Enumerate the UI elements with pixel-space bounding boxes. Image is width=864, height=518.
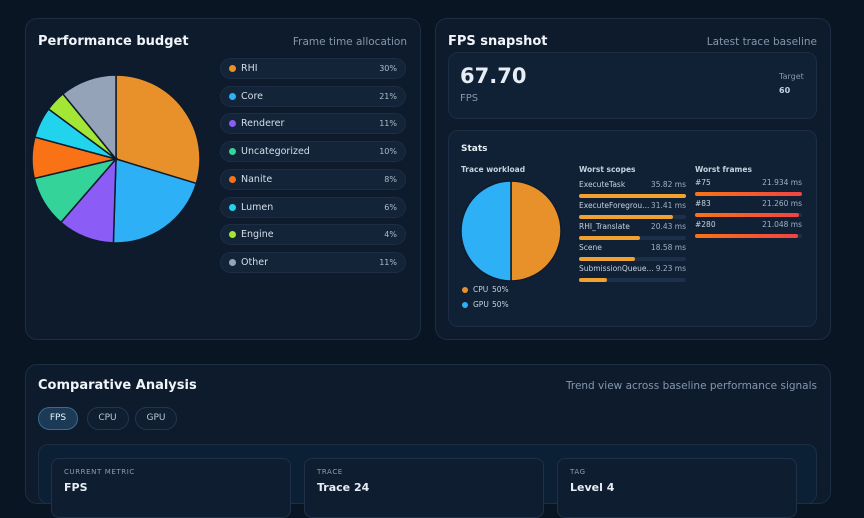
item-value: 9.23 ms	[655, 264, 686, 273]
pie-chart	[460, 180, 562, 282]
pie-chart	[31, 74, 201, 244]
bar	[695, 213, 799, 217]
bar	[579, 215, 673, 219]
bar-track	[579, 278, 686, 282]
card-value: FPS	[64, 481, 88, 494]
metric-card: TAG Level 4	[557, 458, 797, 518]
item-value: 31.41 ms	[650, 201, 686, 210]
bar	[695, 192, 802, 196]
legend-label: Uncategorized	[241, 146, 310, 158]
target-value: 60	[779, 86, 791, 95]
card-value: Level 4	[570, 481, 615, 494]
legend-value: 10%	[379, 147, 397, 157]
pie-slice	[112, 157, 198, 244]
legend-value: 6%	[384, 202, 397, 212]
card-label: TRACE	[317, 468, 343, 476]
item-name: Scene	[579, 243, 602, 252]
pie-slice	[115, 74, 201, 185]
tab[interactable]: CPU	[86, 407, 129, 430]
panel-subtitle: Trend view across baseline performance s…	[565, 380, 817, 392]
item-name: ExecuteTask	[579, 180, 626, 189]
legend-label: Nanite	[241, 173, 273, 185]
fps-box	[448, 52, 817, 119]
item-value: 21.260 ms	[762, 199, 802, 208]
legend-value: 50%	[492, 285, 509, 294]
legend-item: Lumen 6%	[220, 196, 406, 218]
panel-title: Comparative Analysis	[38, 378, 197, 393]
card-label: CURRENT METRIC	[64, 468, 135, 476]
workload-title: Trace workload	[461, 165, 526, 174]
legend-value: 11%	[379, 119, 397, 129]
legend-label: Lumen	[241, 201, 274, 213]
target-label: Target	[779, 72, 804, 81]
item-name: RHI_Translate	[579, 222, 630, 231]
legend-item: Uncategorized 10%	[220, 141, 406, 163]
legend-value: 8%	[384, 174, 397, 184]
legend-label: RHI	[241, 63, 258, 74]
bar	[579, 194, 686, 198]
metric-card: TRACE Trace 24	[304, 458, 544, 518]
card-label: TAG	[570, 468, 586, 476]
pie-slice	[510, 180, 562, 282]
legend-label: GPU	[473, 300, 489, 309]
tab[interactable]: GPU	[135, 407, 177, 430]
item-value: 21.048 ms	[762, 220, 802, 229]
stats-title: Stats	[461, 144, 488, 154]
legend-value: 21%	[379, 91, 397, 101]
legend-value: 50%	[492, 300, 509, 309]
bar	[579, 278, 607, 282]
legend-item: Nanite 8%	[220, 168, 406, 190]
legend-value: 11%	[379, 257, 397, 267]
item-value: 35.82 ms	[650, 180, 686, 189]
item-name: #280	[695, 220, 716, 229]
legend-swatch	[229, 148, 236, 156]
list-title: Worst scopes	[579, 165, 636, 174]
bar	[695, 234, 798, 238]
legend-swatch	[229, 65, 236, 72]
legend-swatch	[229, 175, 236, 183]
legend-label: CPU	[473, 285, 489, 294]
pie-slice	[61, 74, 117, 162]
item-value: 21.934 ms	[762, 178, 802, 187]
panel-subtitle: Latest trace baseline	[706, 36, 817, 48]
panel-subtitle: Frame time allocation	[292, 36, 407, 48]
legend-item: RHI 30%	[220, 58, 406, 79]
item-value: 20.43 ms	[650, 222, 686, 231]
legend-swatch	[462, 302, 468, 308]
fps-value: 67.70	[460, 64, 527, 88]
legend-label: Other	[241, 256, 268, 268]
item-value: 18.58 ms	[650, 243, 686, 252]
legend-item: Other 11%	[220, 251, 406, 273]
legend-value: 4%	[384, 230, 397, 240]
panel-title: FPS snapshot	[448, 34, 548, 49]
bar	[579, 236, 641, 240]
item-name: SubmissionQueue...	[579, 264, 654, 273]
tab[interactable]: FPS	[38, 407, 78, 430]
legend-swatch	[229, 231, 236, 239]
legend-item: Core 21%	[220, 85, 406, 107]
legend-value: 30%	[379, 64, 397, 73]
legend-swatch	[229, 203, 236, 211]
item-name: ExecuteForegrou...	[579, 201, 650, 210]
metric-card: CURRENT METRIC FPS	[51, 458, 291, 518]
legend-label: Renderer	[241, 118, 285, 130]
fps-label: FPS	[460, 93, 479, 104]
list-title: Worst frames	[695, 165, 752, 174]
legend-item: Renderer 11%	[220, 113, 406, 135]
item-name: #75	[695, 178, 711, 187]
bar	[579, 257, 635, 261]
legend-swatch	[229, 258, 236, 266]
legend-swatch	[462, 287, 468, 293]
legend-swatch	[229, 120, 236, 128]
panel-title: Performance budget	[38, 34, 189, 49]
legend-item: Engine 4%	[220, 224, 406, 246]
card-value: Trace 24	[317, 481, 370, 494]
dashboard: {"budget": {"title": "Performance budget…	[25, 18, 831, 518]
legend-swatch	[229, 92, 236, 100]
legend-label: Engine	[241, 229, 274, 241]
legend-label: Core	[241, 90, 263, 102]
pie-slice	[460, 180, 512, 282]
item-name: #83	[695, 199, 711, 208]
